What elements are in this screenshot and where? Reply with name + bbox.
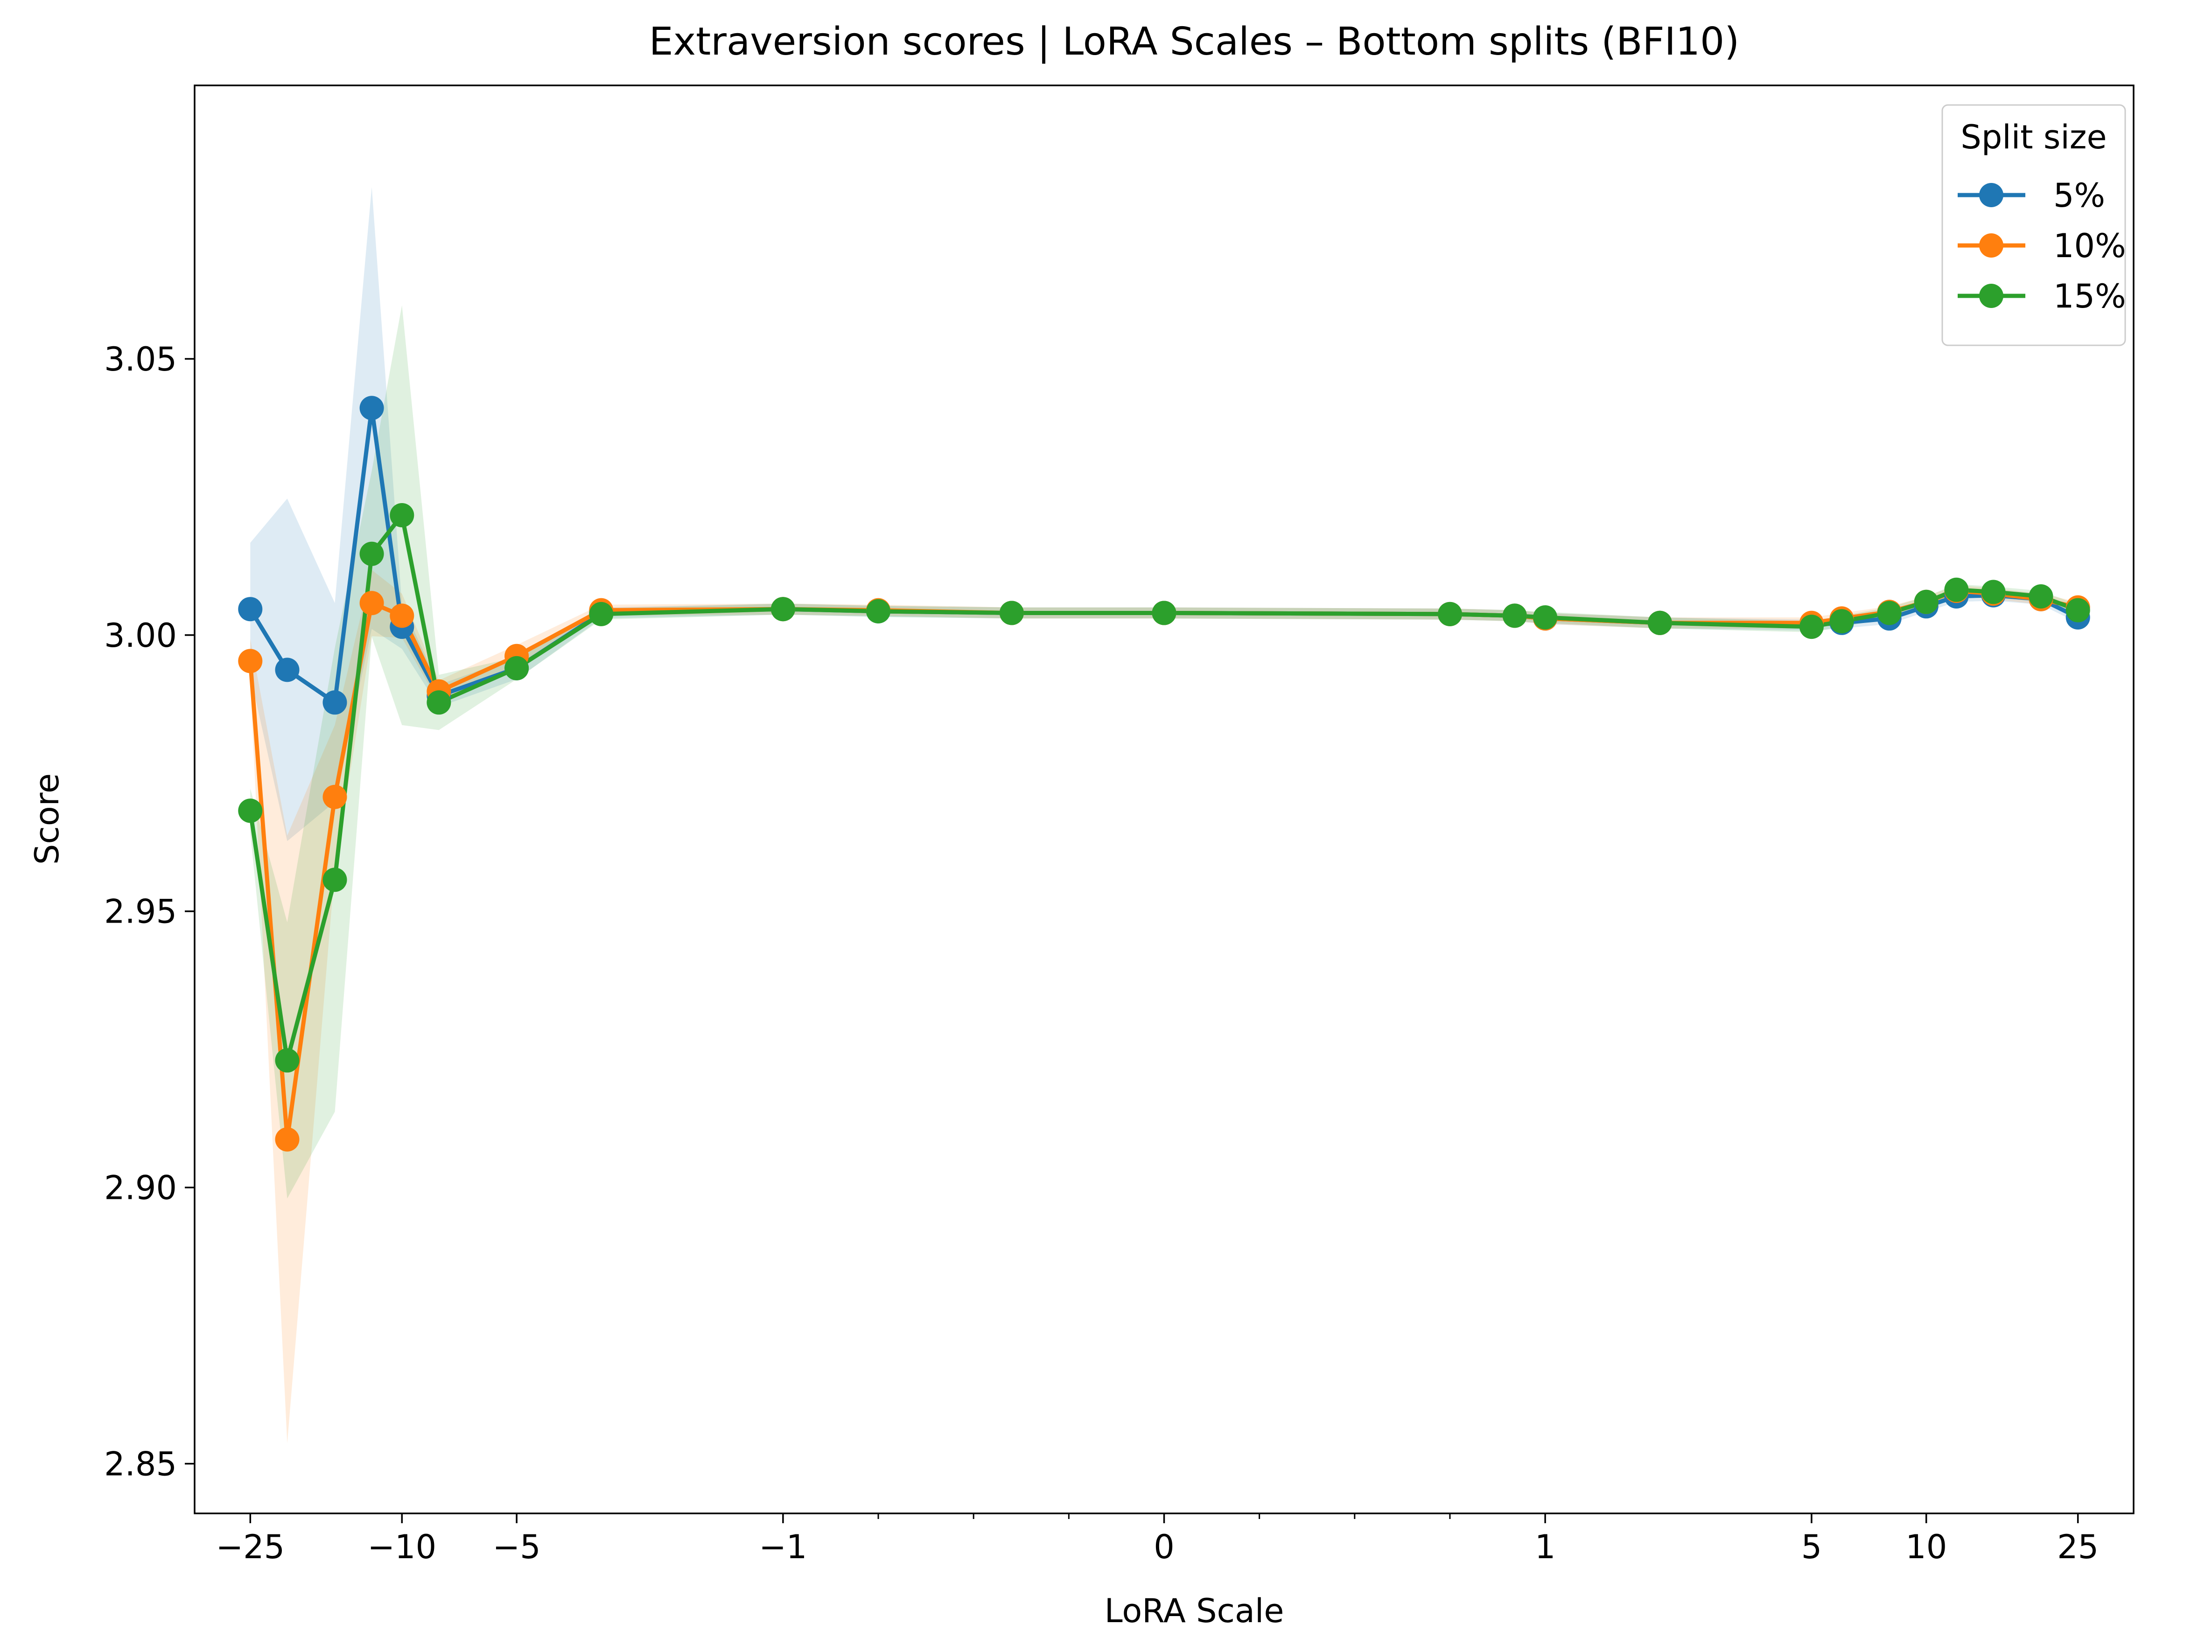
x-tick-label-6: 5 bbox=[1801, 1528, 1822, 1566]
x-tick-label-2: −5 bbox=[493, 1528, 541, 1566]
point-series-2-4 bbox=[390, 503, 414, 527]
x-tick-label-0: −25 bbox=[216, 1528, 285, 1566]
point-series-2-19 bbox=[1914, 589, 1939, 614]
legend-swatch-marker-1 bbox=[1979, 233, 2003, 258]
x-tick-label-8: 25 bbox=[2057, 1528, 2099, 1566]
y-tick-label-1: 2.90 bbox=[104, 1169, 177, 1207]
point-series-2-18 bbox=[1877, 601, 1902, 625]
point-series-2-1 bbox=[275, 1048, 300, 1073]
point-series-2-9 bbox=[866, 599, 890, 623]
legend-entry-2: 15% bbox=[1958, 277, 2126, 315]
x-axis: −25 −10 −5 −1 0 1 5 10 25 bbox=[216, 1513, 2099, 1566]
point-series-2-22 bbox=[2029, 584, 2053, 609]
legend-label-1: 10% bbox=[2053, 227, 2126, 265]
point-series-2-23 bbox=[2065, 598, 2090, 623]
point-series-2-5 bbox=[427, 690, 451, 715]
x-tick-label-5: 1 bbox=[1535, 1528, 1556, 1566]
y-axis: 2.85 2.90 2.95 3.00 3.05 bbox=[104, 340, 195, 1483]
legend-swatch-marker-2 bbox=[1979, 284, 2003, 308]
point-series-2-17 bbox=[1829, 609, 1854, 634]
plot-background bbox=[195, 85, 2134, 1513]
y-tick-label-3: 3.00 bbox=[104, 616, 177, 655]
point-series-2-11 bbox=[1152, 601, 1176, 625]
chart-title: Extraversion scores | LoRA Scales – Bott… bbox=[649, 20, 1739, 64]
point-series-0-0 bbox=[238, 597, 263, 622]
point-series-1-4 bbox=[390, 603, 414, 628]
point-series-1-3 bbox=[359, 591, 384, 616]
point-series-0-1 bbox=[275, 658, 300, 682]
legend-swatch-marker-0 bbox=[1979, 183, 2003, 207]
legend-label-2: 15% bbox=[2053, 277, 2126, 315]
point-series-1-2 bbox=[322, 784, 347, 809]
point-series-0-2 bbox=[322, 690, 347, 715]
plot-area bbox=[194, 84, 2135, 1514]
point-series-1-0 bbox=[238, 649, 263, 673]
legend-label-0: 5% bbox=[2053, 176, 2105, 215]
point-series-0-3 bbox=[359, 396, 384, 420]
point-series-2-10 bbox=[999, 601, 1024, 625]
point-series-2-15 bbox=[1647, 610, 1672, 635]
point-series-2-7 bbox=[589, 602, 614, 626]
legend-entries: 5% 10% 15% bbox=[1958, 176, 2126, 315]
legend: Split size 5% 10% 15% bbox=[1941, 104, 2126, 346]
point-series-2-16 bbox=[1799, 615, 1824, 639]
point-series-2-13 bbox=[1502, 603, 1527, 628]
point-series-1-1 bbox=[275, 1127, 300, 1152]
point-series-2-12 bbox=[1438, 602, 1462, 626]
legend-entry-1: 10% bbox=[1958, 227, 2126, 265]
legend-entry-0: 5% bbox=[1958, 176, 2105, 215]
point-series-2-14 bbox=[1533, 605, 1558, 630]
point-series-2-20 bbox=[1944, 577, 1969, 602]
legend-title: Split size bbox=[1960, 118, 2107, 156]
y-tick-label-4: 3.05 bbox=[104, 340, 177, 378]
point-series-2-21 bbox=[1981, 580, 2006, 604]
point-series-2-0 bbox=[238, 798, 263, 823]
series-markers bbox=[238, 396, 2090, 1152]
point-series-2-3 bbox=[359, 541, 384, 566]
x-tick-label-7: 10 bbox=[1905, 1528, 1947, 1566]
point-series-2-6 bbox=[504, 656, 529, 680]
x-tick-label-3: −1 bbox=[759, 1528, 807, 1566]
point-series-2-2 bbox=[322, 868, 347, 892]
point-series-2-8 bbox=[770, 597, 795, 622]
y-axis-label: Score bbox=[28, 773, 66, 865]
y-tick-label-2: 2.95 bbox=[104, 893, 177, 931]
y-tick-label-0: 2.85 bbox=[104, 1445, 177, 1483]
x-tick-label-4: 0 bbox=[1154, 1528, 1175, 1566]
x-axis-label: LoRA Scale bbox=[1105, 1592, 1284, 1630]
x-tick-label-1: −10 bbox=[367, 1528, 436, 1566]
